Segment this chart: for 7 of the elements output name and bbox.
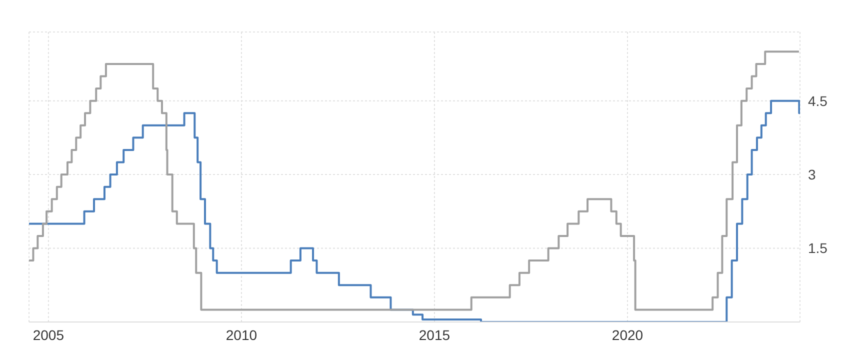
x-tick-label: 2015 xyxy=(418,326,450,343)
x-tick-label: 2020 xyxy=(612,326,644,343)
y-tick-label: 3 xyxy=(808,166,816,183)
y-tick-label: 4.5 xyxy=(808,92,828,109)
x-tick-label: 2005 xyxy=(32,326,64,343)
x-tick-label: 2010 xyxy=(226,326,258,343)
y-tick-label: 1.5 xyxy=(808,240,828,256)
